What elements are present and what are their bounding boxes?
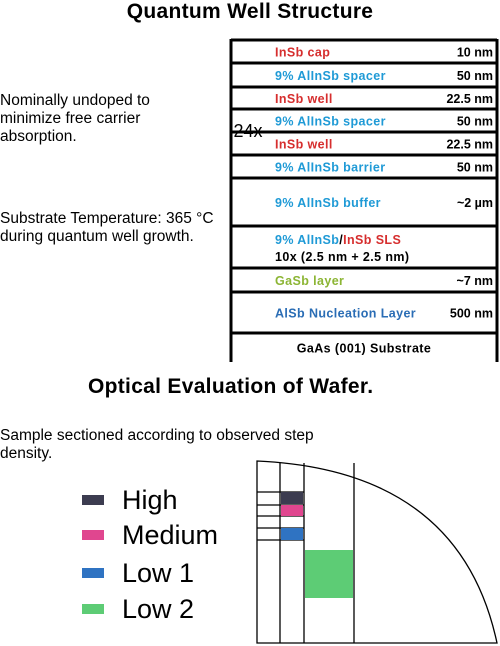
legend-label: Medium: [122, 519, 219, 550]
layer-thickness-label: 22.5 nm: [446, 92, 493, 106]
low2-density-sample: [305, 550, 353, 598]
layer-name-label: 9% AlInSb buffer: [275, 196, 381, 210]
wafer-quarter-outline: [256, 460, 498, 644]
repeat-count-label: 24x: [233, 121, 262, 141]
layer-thickness-label: 50 nm: [457, 161, 493, 175]
layer-thickness-label: ~2 µm: [457, 196, 493, 210]
layer-name-label: 9% AlInSb barrier: [275, 161, 386, 175]
legend-label: Low 2: [122, 593, 195, 624]
substrate-temperature-note: Substrate Temperature: 365 °C during qua…: [0, 210, 214, 245]
layer-name-label: 9% AlInSb/InSb SLS: [275, 233, 401, 247]
legend-label: Low 1: [122, 557, 195, 588]
legend-item: Medium: [82, 520, 218, 550]
layer-name-label: 9% AlInSb spacer: [275, 115, 386, 129]
layer-name-label: InSb cap: [275, 46, 330, 60]
legend-item: Low 1: [82, 558, 194, 588]
layer-thickness-label: 50 nm: [457, 69, 493, 83]
legend-swatch: [82, 604, 104, 614]
legend-swatch: [82, 530, 104, 540]
layer-name-label: GaSb layer: [275, 274, 344, 288]
medium-density-sample: [281, 505, 303, 516]
high-density-sample: [281, 492, 303, 504]
wafer-note: Sample sectioned according to observed s…: [0, 427, 314, 462]
legend-label: High: [122, 484, 178, 515]
layer-name-label: InSb well: [275, 92, 333, 106]
layer-name-label: 9% AlInSb spacer: [275, 69, 386, 83]
structure-title: Quantum Well Structure: [126, 0, 374, 23]
layer-name-label: GaAs (001) Substrate: [297, 342, 431, 356]
layer-name-label: InSb well: [275, 138, 333, 152]
wafer-title: Optical Evaluation of Wafer.: [88, 375, 374, 398]
layer-thickness-label: 10 nm: [457, 46, 493, 60]
layer-thickness-label: 50 nm: [457, 115, 493, 129]
legend-item: Low 2: [82, 594, 194, 624]
undoped-note: Nominally undoped to minimize free carri…: [0, 92, 150, 145]
legend-item: High: [82, 485, 178, 515]
layer-name-label: AlSb Nucleation Layer: [275, 307, 416, 321]
legend-swatch: [82, 495, 104, 505]
layer-thickness-label: 22.5 nm: [446, 138, 493, 152]
legend-swatch: [82, 568, 104, 578]
sls-period-label: 10x (2.5 nm + 2.5 nm): [275, 250, 410, 264]
layer-thickness-label: 500 nm: [450, 307, 493, 321]
low1-density-sample: [281, 528, 303, 540]
layer-thickness-label: ~7 nm: [457, 274, 493, 288]
